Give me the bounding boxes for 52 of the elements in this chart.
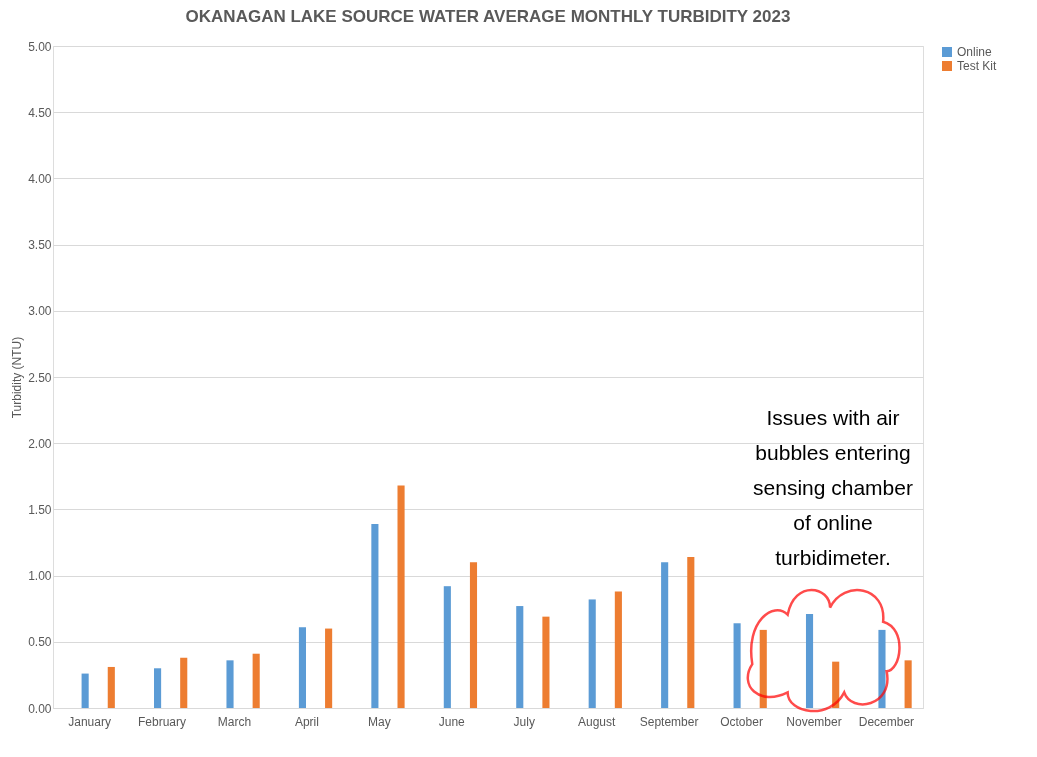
bar <box>904 660 912 708</box>
bar <box>614 591 622 708</box>
y-tick-label: 2.50 <box>28 370 52 385</box>
y-tick-label: 4.50 <box>28 105 52 120</box>
chart-title: OKANAGAN LAKE SOURCE WATER AVERAGE MONTHLY TURBIDITY 2023 <box>185 7 791 26</box>
bar <box>687 557 695 708</box>
bar <box>805 614 814 708</box>
x-tick-label: December <box>858 714 915 729</box>
legend-label: Test Kit <box>957 59 998 73</box>
bar <box>469 562 478 708</box>
y-tick-label: 3.00 <box>28 304 52 319</box>
bar <box>180 657 188 708</box>
x-tick-label: May <box>368 714 391 729</box>
bar <box>759 629 767 708</box>
bar <box>252 653 260 708</box>
x-tick-label: September <box>639 714 699 729</box>
y-tick-label: 4.00 <box>28 171 52 186</box>
bar <box>832 661 840 708</box>
x-tick-label: July <box>513 714 535 729</box>
bar <box>298 627 307 708</box>
x-tick-label: March <box>217 714 252 729</box>
annotation: Issues with air bubbles entering sensing chamber of online turbidimeter. <box>753 406 913 569</box>
y-tick-label: 3.50 <box>28 238 52 253</box>
x-tick-label: June <box>438 714 466 729</box>
bar <box>516 606 524 708</box>
bar <box>81 673 89 708</box>
bar <box>397 485 405 708</box>
bar <box>154 668 162 708</box>
bar <box>878 629 886 708</box>
y-tick-label: 0.50 <box>28 635 52 650</box>
x-tick-label: November <box>786 714 842 729</box>
y-tick-label: 1.00 <box>28 569 52 584</box>
y-axis-title: Turbidity (NTU) <box>10 336 25 419</box>
y-tick-label: 5.00 <box>28 39 52 54</box>
x-tick-label: April <box>294 714 319 729</box>
x-tick-label: October <box>720 714 763 729</box>
bar <box>733 623 741 708</box>
y-tick-label: 0.00 <box>28 701 52 716</box>
x-tick-label: August <box>577 714 617 729</box>
x-tick-label: January <box>68 714 111 729</box>
x-tick-label: February <box>138 714 187 729</box>
bar <box>542 616 550 708</box>
y-tick-label: 1.50 <box>28 502 52 517</box>
bar <box>588 599 596 708</box>
legend-label: Online <box>957 45 993 59</box>
bar <box>371 523 379 708</box>
y-tick-label: 2.00 <box>28 436 52 451</box>
bar <box>661 562 669 708</box>
bar <box>443 586 451 708</box>
bar <box>107 666 115 708</box>
bar <box>226 660 234 708</box>
bar <box>325 628 333 708</box>
